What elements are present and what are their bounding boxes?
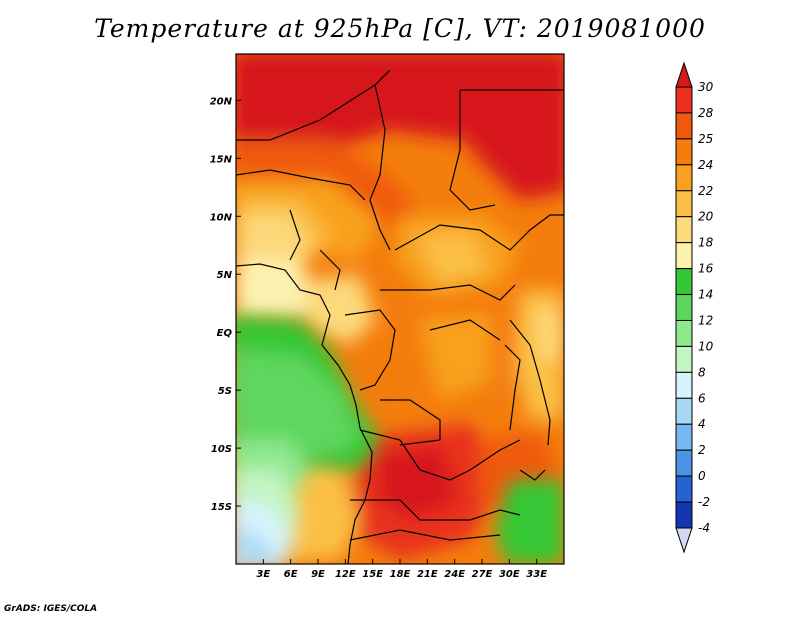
lon-tick-label: 6E [284,569,298,580]
colorbar-label: 0 [698,469,706,483]
colorbar-swatch [675,397,693,425]
colorbar-label: -4 [698,521,710,535]
lat-tick-label: 20N [210,96,233,107]
lat-tick-label: 5S [218,386,232,397]
lon-tick-label: 3E [256,569,270,580]
colorbar-label: 20 [698,210,714,224]
grads-credit: GrADS: IGES/COLA [4,604,98,614]
colorbar-swatch [675,423,693,451]
colorbar-swatch [675,345,693,373]
colorbar-swatch [675,112,693,140]
colorbar-upper-extension [675,61,693,88]
lon-tick-label: 30E [499,569,520,580]
colorbar-label: 14 [698,288,713,302]
lon-tick-label: 15E [362,569,383,580]
colorbar-label: 16 [698,262,714,276]
colorbar-label: 22 [698,184,713,198]
colorbar-swatch [675,449,693,477]
axis-ticks: 3E 6E 9E 12E 15E 18E 21E 24E 27E 30E 33E 20N 15N 10N 5… [210,96,548,580]
colorbar-label: 2 [698,443,706,457]
colorbar-label: 28 [698,106,714,120]
colorbar-swatch [675,294,693,321]
lon-tick-label: 12E [335,569,356,580]
colorbar-label: 25 [698,132,713,146]
lat-tick-label: EQ [217,328,233,339]
chart-title: Temperature at 925hPa [C], VT: 201908100… [94,14,706,43]
colorbar-swatch [675,242,693,270]
colorbar-label: 6 [698,391,706,405]
lon-tick-label: 18E [390,569,411,580]
lon-tick-label: 21E [417,569,438,580]
colorbar-label: -2 [698,495,710,509]
colorbar-label: 8 [698,365,706,379]
colorbar-label: 18 [698,236,714,250]
colorbar-swatch [675,371,693,399]
colorbar-label: 4 [698,417,706,431]
colorbar-label: 10 [698,339,714,353]
colorbar-swatch [675,86,693,114]
colorbar-swatch [675,501,693,529]
colorbar-swatch [675,268,693,296]
temperature-field [236,54,564,564]
lon-tick-label: 9E [311,569,325,580]
colorbar-swatch [675,216,693,244]
colorbar-label: 12 [698,313,713,327]
colorbar-lower-extension [675,527,693,554]
colorbar-swatch [675,475,693,503]
lat-tick-label: 10N [210,212,233,223]
colorbar-swatch [675,138,693,166]
lon-tick-label: 24E [444,569,465,580]
colorbar-swatch [675,190,693,218]
country-borders [236,69,564,564]
lon-tick-label: 33E [526,569,547,580]
colorbar-swatch [675,164,693,192]
lat-tick-label: 15S [211,502,232,513]
lat-tick-label: 10S [211,444,232,455]
colorbar-label: 30 [698,80,714,94]
colorbar-swatch [675,319,693,347]
colorbar-label: 24 [698,158,713,172]
lat-tick-label: 15N [210,154,233,165]
lat-tick-label: 5N [217,270,233,281]
lon-tick-label: 27E [472,569,493,580]
